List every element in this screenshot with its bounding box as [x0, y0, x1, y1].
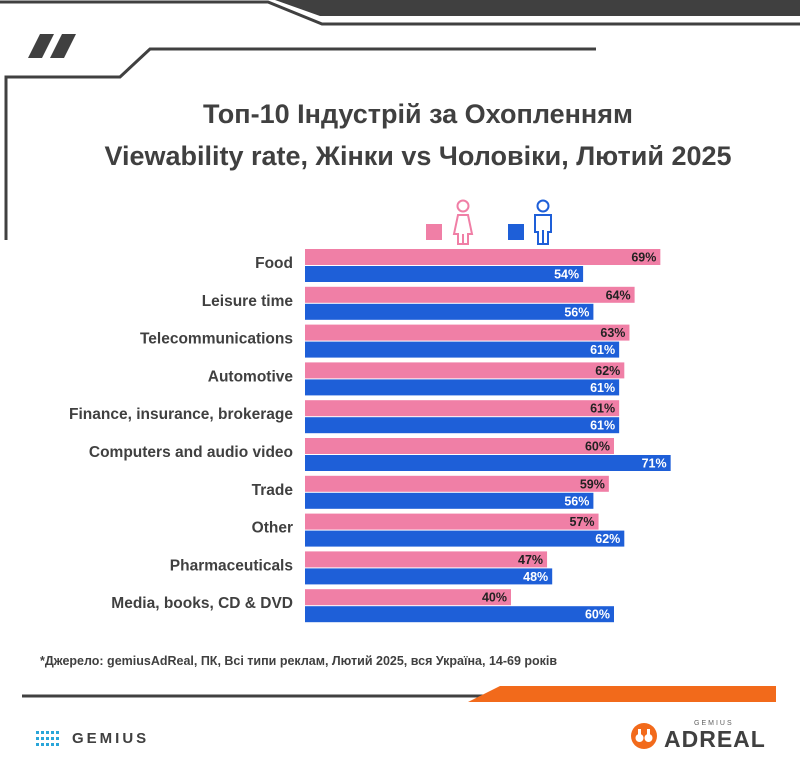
- bar-men: [305, 341, 620, 358]
- bar-women: [305, 551, 548, 568]
- bar-women: [305, 438, 614, 454]
- gemius-dots-icon: [36, 730, 59, 746]
- legend-swatch-men: [508, 224, 524, 240]
- bar-women: [305, 324, 630, 341]
- adreal-logo: GEMIUS ADREAL: [630, 720, 766, 751]
- adreal-logo-small-text: GEMIUS: [694, 720, 734, 727]
- bar-women: [305, 513, 599, 530]
- data-label: 62%: [595, 364, 620, 378]
- bar-men: [305, 417, 620, 434]
- data-label: 64%: [606, 288, 631, 302]
- category-label: Computers and audio video: [89, 444, 293, 461]
- bars: Food 69% 54% Leisure time 64% 56% Telecommunic…: [69, 249, 671, 623]
- bar-men: [305, 303, 594, 320]
- gemius-logo-text: GEMIUS: [72, 730, 150, 747]
- data-label: 40%: [482, 591, 507, 605]
- data-label: 54%: [554, 268, 579, 282]
- bar-men: [305, 606, 614, 623]
- category-label: Finance, insurance, brokerage: [69, 406, 293, 423]
- legend: [426, 199, 552, 245]
- data-label: 48%: [523, 570, 548, 584]
- data-label: 61%: [590, 343, 615, 357]
- female-icon: [452, 199, 474, 245]
- bar-women: [305, 400, 620, 417]
- male-icon: [534, 199, 552, 245]
- category-label: Food: [255, 255, 293, 272]
- data-label: 61%: [590, 402, 615, 416]
- category-label: Other: [252, 520, 293, 537]
- category-label: Automotive: [208, 368, 294, 385]
- bar-men: [305, 492, 594, 509]
- data-label: 61%: [590, 381, 615, 395]
- binoculars-icon: [631, 722, 657, 749]
- data-label: 71%: [642, 457, 667, 471]
- data-label: 60%: [585, 608, 610, 622]
- data-label: 47%: [518, 553, 543, 567]
- category-label: Trade: [252, 482, 294, 499]
- data-label: 56%: [564, 494, 589, 508]
- bar-men: [305, 379, 620, 396]
- bar-chart: Food 69% 54% Leisure time 64% 56% Telecommunic…: [69, 199, 671, 623]
- category-label: Leisure time: [202, 293, 294, 310]
- chart-title-line-2: Viewability rate, Жінки vs Чоловіки, Лют…: [104, 141, 732, 171]
- data-label: 69%: [631, 251, 656, 265]
- data-label: 61%: [590, 419, 615, 433]
- bar-women: [305, 362, 625, 379]
- bar-women: [305, 286, 635, 303]
- data-label: 63%: [600, 326, 625, 340]
- bar-men: [305, 530, 625, 547]
- data-label: 59%: [580, 477, 605, 491]
- source-note: *Джерело: gemiusAdReal, ПК, Всі типи рек…: [40, 654, 558, 668]
- bar-women: [305, 249, 661, 265]
- bar-women: [305, 475, 609, 492]
- chart-title-line-1: Топ-10 Індустрій за Охопленням: [203, 99, 633, 129]
- gemius-logo: GEMIUS: [36, 730, 149, 747]
- bar-men: [305, 568, 553, 585]
- data-label: 56%: [564, 305, 589, 319]
- legend-swatch-women: [426, 224, 442, 240]
- bar-men: [305, 266, 584, 282]
- data-label: 60%: [585, 440, 610, 454]
- adreal-logo-text: ADREAL: [664, 726, 766, 752]
- category-label: Media, books, CD & DVD: [111, 595, 293, 612]
- data-label: 62%: [595, 532, 620, 546]
- category-label: Telecommunications: [140, 331, 293, 348]
- bar-men: [305, 455, 671, 471]
- data-label: 57%: [570, 515, 595, 529]
- bar-women: [305, 589, 511, 606]
- category-label: Pharmaceuticals: [170, 557, 293, 574]
